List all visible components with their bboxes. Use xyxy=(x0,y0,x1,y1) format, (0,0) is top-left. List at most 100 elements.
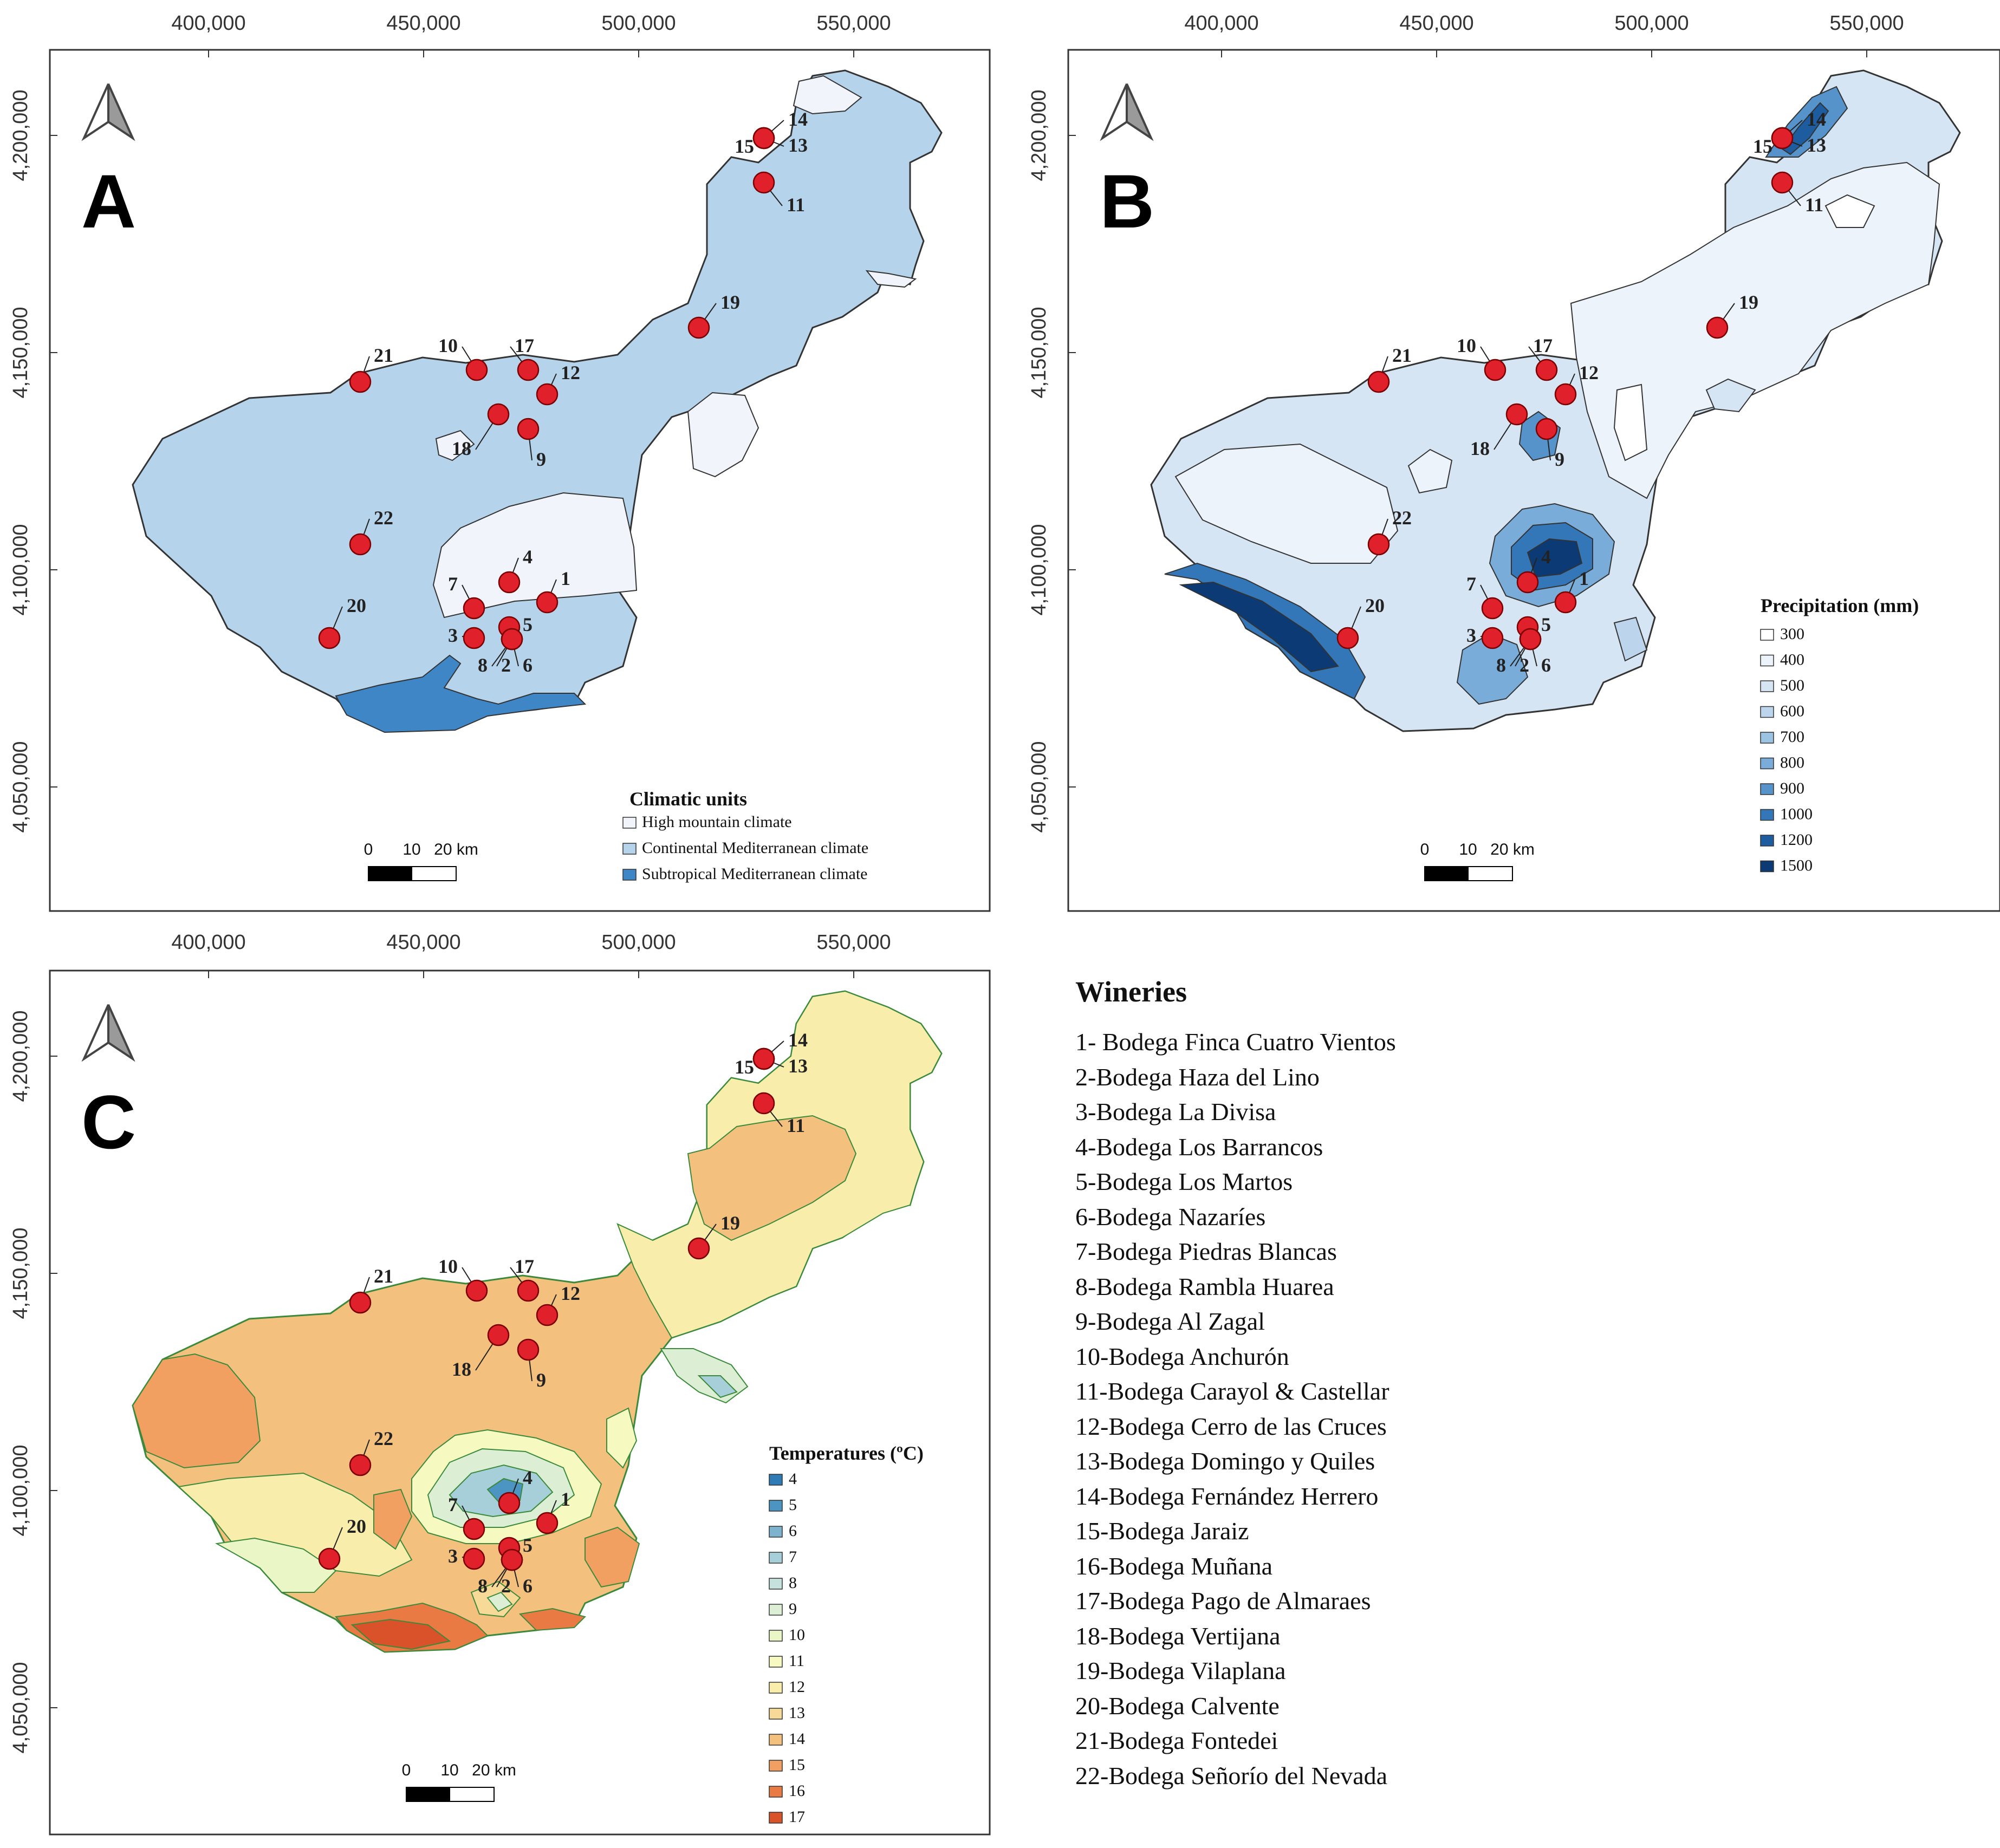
winery-marker-label: 10 xyxy=(438,1255,458,1277)
winery-marker-label: 5 xyxy=(523,614,533,635)
winery-marker[interactable] xyxy=(1336,627,1359,649)
winery-marker[interactable] xyxy=(318,1547,341,1570)
winery-list-item: 20-Bodega Calvente xyxy=(1075,1691,1280,1720)
winery-marker-label: 21 xyxy=(1392,344,1412,366)
legend-item: 14 xyxy=(789,1730,805,1748)
winery-marker-label: 22 xyxy=(1392,507,1412,529)
winery-marker[interactable] xyxy=(501,1548,523,1571)
winery-marker[interactable] xyxy=(1554,591,1577,614)
legend-title: Temperatures (ºC) xyxy=(769,1442,924,1464)
winery-marker[interactable] xyxy=(536,591,559,614)
winery-marker[interactable] xyxy=(1481,597,1504,620)
winery-marker-label: 22 xyxy=(374,507,393,529)
legend-item: 15 xyxy=(789,1756,805,1774)
winery-marker[interactable] xyxy=(752,1047,775,1070)
winery-marker[interactable] xyxy=(536,1304,559,1326)
scale-bar-label: 20 km xyxy=(434,841,478,858)
legend-item: 700 xyxy=(1780,728,1804,746)
winery-marker-label: 17 xyxy=(515,335,534,356)
winery-marker-label: 3 xyxy=(448,624,458,646)
winery-list-item: 19-Bodega Vilaplana xyxy=(1075,1657,1286,1684)
winery-list-item: 11-Bodega Carayol & Castellar xyxy=(1075,1377,1389,1405)
winery-marker[interactable] xyxy=(318,627,341,649)
legend-swatch xyxy=(1760,809,1774,821)
winery-marker[interactable] xyxy=(1367,533,1390,556)
winery-marker[interactable] xyxy=(465,1279,488,1302)
winery-marker-label: 20 xyxy=(1365,595,1385,616)
winery-marker[interactable] xyxy=(1367,370,1390,393)
legend-swatch xyxy=(1760,706,1774,718)
winery-marker[interactable] xyxy=(349,533,372,556)
winery-marker[interactable] xyxy=(517,359,540,381)
winery-marker[interactable] xyxy=(752,127,775,149)
winery-list-item: 9-Bodega Al Zagal xyxy=(1075,1307,1265,1335)
winery-marker[interactable] xyxy=(1519,628,1542,650)
winery-marker-label: 8 xyxy=(478,1575,488,1597)
winery-marker[interactable] xyxy=(752,1092,775,1115)
winery-marker[interactable] xyxy=(498,1492,521,1514)
winery-marker[interactable] xyxy=(517,1279,540,1302)
winery-list-item: 13-Bodega Domingo y Quiles xyxy=(1075,1447,1375,1475)
winery-marker-label: 11 xyxy=(787,1115,805,1136)
winery-marker-label: 11 xyxy=(787,194,805,216)
winery-marker[interactable] xyxy=(1535,418,1558,440)
winery-marker[interactable] xyxy=(487,1324,510,1346)
legend-item: 13 xyxy=(789,1704,805,1722)
winery-marker[interactable] xyxy=(463,1518,485,1540)
winery-marker-label: 21 xyxy=(374,1265,393,1287)
winery-marker-label: 17 xyxy=(1533,335,1553,356)
winery-marker-label: 17 xyxy=(515,1255,534,1277)
legend-swatch xyxy=(769,1760,783,1772)
legend-item: Continental Mediterranean climate xyxy=(642,839,868,857)
winery-marker[interactable] xyxy=(349,1291,372,1314)
winery-marker[interactable] xyxy=(1535,359,1558,381)
winery-marker[interactable] xyxy=(498,571,521,594)
winery-marker-label: 18 xyxy=(452,438,471,459)
legend-item: 5 xyxy=(789,1496,797,1514)
winery-marker[interactable] xyxy=(1706,316,1729,339)
legend-swatch xyxy=(1760,680,1774,692)
wineries-legend: Wineries 1- Bodega Finca Cuatro Vientos 2… xyxy=(1075,975,1969,1793)
winery-marker-label: 9 xyxy=(536,1369,546,1391)
winery-marker[interactable] xyxy=(1771,171,1794,194)
winery-marker[interactable] xyxy=(463,1547,485,1570)
winery-marker[interactable] xyxy=(1481,627,1504,649)
winery-marker-label: 7 xyxy=(1466,573,1476,595)
winery-marker[interactable] xyxy=(463,597,485,620)
winery-marker[interactable] xyxy=(1554,383,1577,406)
winery-marker-label: 1 xyxy=(1579,568,1589,589)
winery-marker-label: 19 xyxy=(720,1212,740,1234)
y-axis-tick-label: 4,200,000 xyxy=(9,1010,32,1102)
x-axis-tick-label: 450,000 xyxy=(1399,12,1473,35)
winery-marker[interactable] xyxy=(465,359,488,381)
winery-marker[interactable] xyxy=(536,383,559,406)
y-axis-tick-label: 4,150,000 xyxy=(9,1227,32,1319)
legend-swatch xyxy=(769,1552,783,1564)
winery-marker[interactable] xyxy=(687,316,710,339)
winery-marker[interactable] xyxy=(501,628,523,650)
winery-marker[interactable] xyxy=(487,403,510,426)
winery-marker[interactable] xyxy=(1516,571,1539,594)
winery-marker[interactable] xyxy=(517,1338,540,1361)
winery-marker[interactable] xyxy=(517,418,540,440)
winery-marker[interactable] xyxy=(349,1454,372,1476)
winery-marker[interactable] xyxy=(349,370,372,393)
panel-c-frame: 400,000 450,000 500,000 550,000 4,200,000 4,1… xyxy=(9,931,891,1802)
winery-marker[interactable] xyxy=(1505,403,1528,426)
winery-marker[interactable] xyxy=(536,1512,559,1534)
x-axis-tick-label: 550,000 xyxy=(1829,12,1904,35)
winery-marker-label: 8 xyxy=(1496,654,1506,676)
winery-marker-label: 13 xyxy=(1807,134,1826,156)
legend-swatch xyxy=(1760,783,1774,795)
winery-marker[interactable] xyxy=(687,1237,710,1260)
scale-bar-label: 0 xyxy=(364,841,373,858)
scale-bar: 0 10 20 km xyxy=(364,841,478,881)
winery-marker[interactable] xyxy=(1484,359,1507,381)
panel-b-legend: Precipitation (mm) 300 400 500 600 700 800 900… xyxy=(1760,595,1919,875)
winery-marker[interactable] xyxy=(463,627,485,649)
winery-marker[interactable] xyxy=(752,171,775,194)
legend-swatch xyxy=(769,1578,783,1590)
winery-marker[interactable] xyxy=(1771,127,1794,149)
legend-swatch xyxy=(769,1604,783,1616)
scale-bar-label: 20 km xyxy=(472,1761,516,1779)
